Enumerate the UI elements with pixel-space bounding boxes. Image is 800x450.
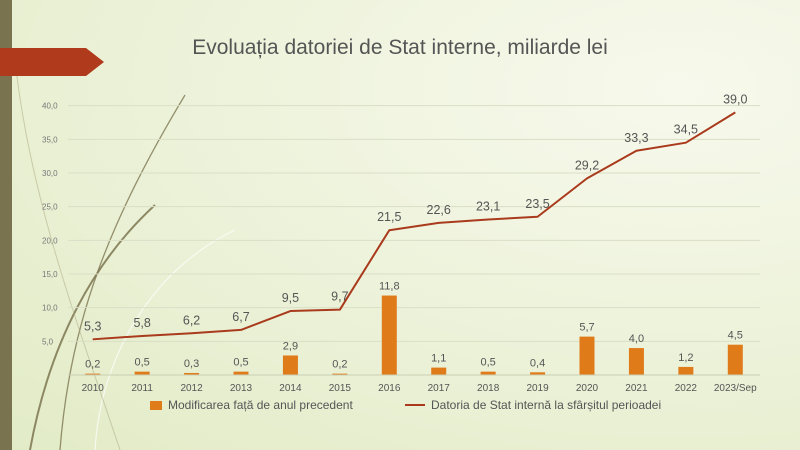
decor-curve-4 <box>14 59 121 450</box>
line-data-label: 6,7 <box>232 310 249 324</box>
x-tick-label: 2023/Sep <box>714 383 757 394</box>
bar-series: 0,2 0,5 0,3 0,5 2,9 0,2 11,8 1,1 0,5 0,4 5,7 4,0 1,2… <box>85 281 743 375</box>
line-data-label: 33,3 <box>624 131 648 145</box>
y-tick-label: 30,0 <box>42 169 58 178</box>
bar <box>628 348 644 375</box>
bar <box>530 372 546 375</box>
bar <box>184 372 200 375</box>
bar-data-label: 11,8 <box>379 281 400 293</box>
line-data-label: 6,2 <box>183 313 200 327</box>
line-data-label: 34,5 <box>674 123 698 137</box>
line-data-label: 21,5 <box>377 210 401 224</box>
bar <box>381 295 397 375</box>
y-tick-label: 10,0 <box>42 304 58 313</box>
bar <box>332 373 348 375</box>
line-data-label: 5,8 <box>133 316 150 330</box>
line-data-label: 23,1 <box>476 199 500 213</box>
bar-data-label: 4,5 <box>728 330 743 342</box>
x-tick-label: 2020 <box>576 383 599 394</box>
line-data-label: 9,5 <box>282 291 299 305</box>
line-data-label: 23,5 <box>525 197 549 211</box>
x-tick-label: 2010 <box>82 383 105 394</box>
bar <box>134 371 150 375</box>
legend-label-bar: Modificarea față de anul precedent <box>168 398 353 412</box>
title-banner-arrow <box>0 48 104 76</box>
side-accent-bar <box>0 0 12 450</box>
chart-title: Evoluația datoriei de Stat interne, mili… <box>192 36 608 59</box>
bar-data-label: 0,5 <box>233 357 248 369</box>
x-tick-label: 2013 <box>230 383 253 394</box>
bar-data-label: 0,5 <box>134 357 149 369</box>
x-tick-label: 2012 <box>180 383 203 394</box>
x-tick-label: 2014 <box>279 383 302 394</box>
y-tick-label: 15,0 <box>42 270 58 279</box>
line-data-label: 9,7 <box>331 290 348 304</box>
bar-data-label: 1,1 <box>431 353 446 365</box>
bar <box>480 371 496 375</box>
series-line <box>92 111 736 341</box>
x-axis: 2010 2011 2012 2013 2014 2015 2016 2017 2018 2019… <box>68 374 760 394</box>
x-tick-label: 2011 <box>131 383 153 394</box>
bar-data-label: 0,2 <box>85 359 100 371</box>
x-tick-label: 2018 <box>477 383 500 394</box>
line-data-label: 39,0 <box>723 92 747 106</box>
bar-data-label: 0,3 <box>184 358 199 370</box>
legend-item-bar: Modificarea față de anul precedent <box>150 398 353 412</box>
bar <box>282 355 298 375</box>
x-tick-label: 2019 <box>526 383 549 394</box>
y-axis: 5,0 10,0 15,0 20,0 25,0 30,0 35,0 40,0 <box>42 102 58 347</box>
bar <box>579 336 595 375</box>
bar-data-label: 1,2 <box>678 352 693 364</box>
line-data-label: 5,3 <box>84 319 101 333</box>
bar-data-label: 0,5 <box>480 357 495 369</box>
x-tick-label: 2015 <box>329 383 352 394</box>
bar <box>431 367 447 375</box>
legend: Modificarea față de anul precedent Dator… <box>0 398 800 418</box>
bar <box>678 366 694 375</box>
y-tick-label: 40,0 <box>42 102 58 111</box>
line-data-label: 22,6 <box>427 203 451 217</box>
bar <box>233 371 249 375</box>
x-tick-label: 2017 <box>428 383 451 394</box>
bar-data-label: 5,7 <box>579 322 594 334</box>
legend-swatch-bar <box>150 400 162 410</box>
bar <box>727 344 743 375</box>
bar-data-label: 4,0 <box>629 333 644 345</box>
legend-item-line: Datoria de Stat internă la sfârșitul per… <box>405 398 661 412</box>
bar-data-label: 0,2 <box>332 359 347 371</box>
x-tick-label: 2016 <box>378 383 401 394</box>
bar-data-label: 0,4 <box>530 357 545 369</box>
gridlines <box>68 105 760 342</box>
line-series: 5,3 5,8 6,2 6,7 9,5 9,7 21,5 22,6 23,1 23,5 29,2 33… <box>84 92 747 341</box>
x-tick-label: 2021 <box>625 383 648 394</box>
bar <box>85 373 101 375</box>
line-data-label: 29,2 <box>575 158 599 172</box>
legend-label-line: Datoria de Stat internă la sfârșitul per… <box>431 398 662 412</box>
legend-swatch-line <box>405 404 425 406</box>
decor-curve-2 <box>29 204 156 450</box>
decor-curve-3 <box>94 229 236 450</box>
x-tick-label: 2022 <box>675 383 698 394</box>
y-tick-label: 25,0 <box>42 203 58 212</box>
bar-data-label: 2,9 <box>283 340 298 352</box>
y-tick-label: 35,0 <box>42 135 58 144</box>
y-tick-label: 5,0 <box>42 337 54 346</box>
y-tick-label: 20,0 <box>42 236 58 245</box>
